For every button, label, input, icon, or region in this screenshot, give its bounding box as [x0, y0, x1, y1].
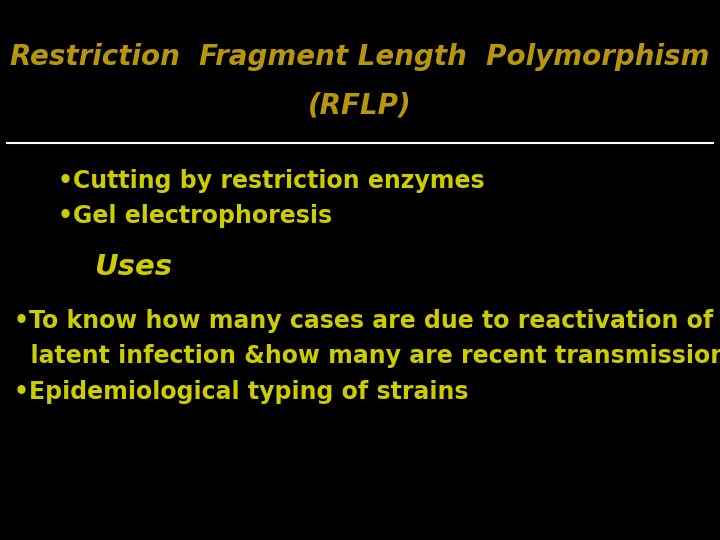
Text: •Cutting by restriction enzymes: •Cutting by restriction enzymes: [58, 169, 485, 193]
Text: (RFLP): (RFLP): [308, 91, 412, 119]
Text: Restriction  Fragment Length  Polymorphism: Restriction Fragment Length Polymorphism: [10, 43, 710, 71]
Text: •Epidemiological typing of strains: •Epidemiological typing of strains: [14, 380, 469, 403]
Text: latent infection &how many are recent transmission: latent infection &how many are recent tr…: [14, 345, 720, 368]
Text: •Gel electrophoresis: •Gel electrophoresis: [58, 204, 332, 228]
Text: Uses: Uses: [94, 253, 172, 281]
Text: •To know how many cases are due to reactivation of: •To know how many cases are due to react…: [14, 309, 714, 333]
